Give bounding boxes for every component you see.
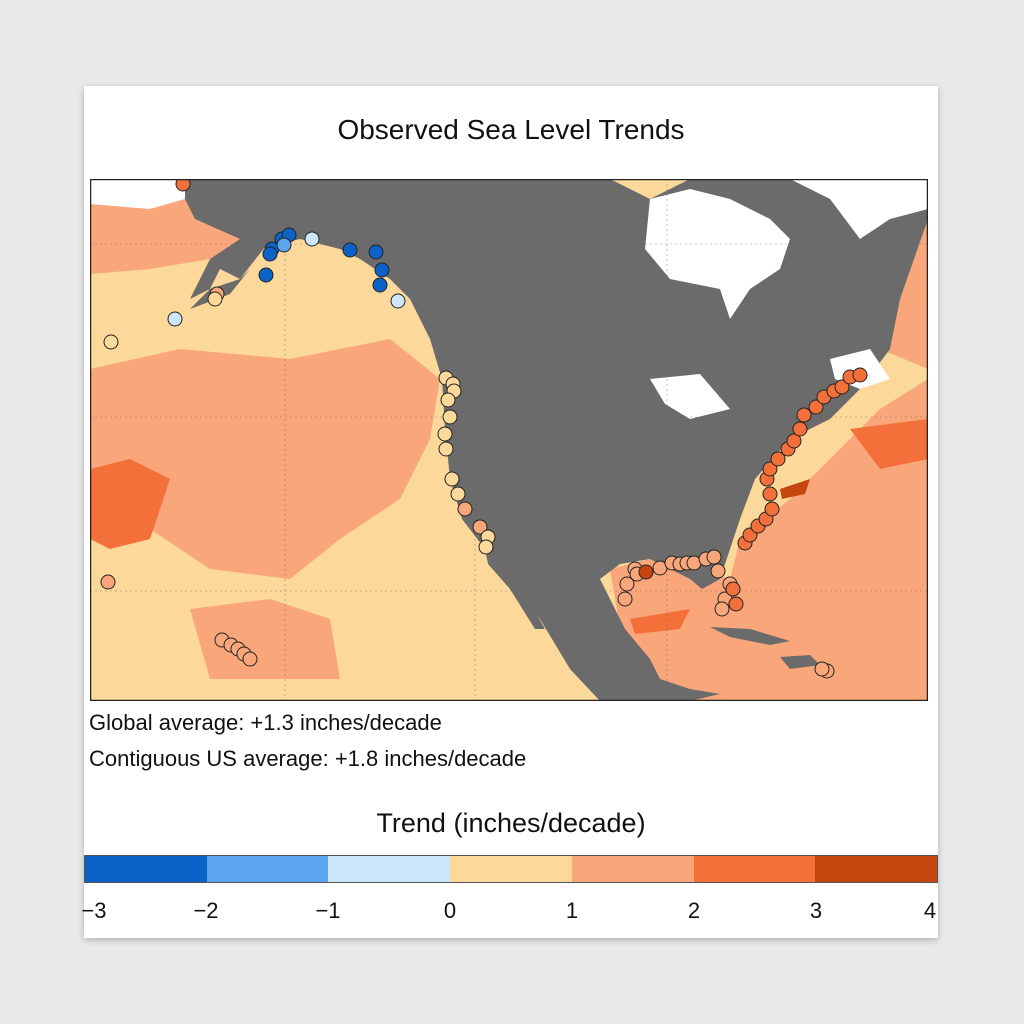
tide-gauge-station <box>438 441 454 457</box>
tide-gauge-station <box>762 461 778 477</box>
map-canvas <box>90 179 928 701</box>
colorbar-swatch <box>815 856 938 882</box>
tide-gauge-station <box>714 601 730 617</box>
tide-gauge-station <box>175 179 191 192</box>
tide-gauge-station <box>276 237 292 253</box>
land-hispaniola <box>780 655 820 669</box>
colorbar-tick-label: 0 <box>443 898 457 923</box>
tide-gauge-station <box>103 334 119 350</box>
tide-gauge-station <box>617 591 633 607</box>
colorbar-tick-label: −2 <box>193 898 219 923</box>
tide-gauge-station <box>374 262 390 278</box>
tide-gauge-station <box>764 501 780 517</box>
land-north-america <box>185 179 928 701</box>
tide-gauge-station <box>796 407 812 423</box>
colorbar-ticks: −3 −2 −1 0 1 2 3 4 <box>81 898 938 928</box>
land-cuba <box>710 627 790 645</box>
tide-gauge-station <box>368 244 384 260</box>
ocean-trend-1-2-pacific-south <box>190 599 340 679</box>
tide-gauge-station <box>242 651 258 667</box>
ocean-trend-2-3-atlantic <box>850 419 928 469</box>
colorbar-swatch <box>206 856 329 882</box>
ocean-trend-1-2-pacific-mid <box>90 339 440 579</box>
tide-gauge-station <box>372 277 388 293</box>
colorbar-tick-label: 1 <box>565 898 579 923</box>
map-title: Observed Sea Level Trends <box>337 114 685 145</box>
tide-gauge-station <box>710 563 726 579</box>
tide-gauge-station <box>478 539 494 555</box>
tide-gauge-station <box>457 501 473 517</box>
tide-gauge-station <box>444 471 460 487</box>
tide-gauge-station <box>442 409 458 425</box>
colorbar-tick-label: −1 <box>315 898 341 923</box>
ice-hudson-bay <box>645 189 790 319</box>
tide-gauge-station <box>390 293 406 309</box>
tide-gauge-station <box>786 433 802 449</box>
tide-gauge-station <box>167 311 183 327</box>
legend-title: Trend (inches/decade) <box>376 808 646 838</box>
tide-gauge-station <box>258 267 274 283</box>
tide-gauge-station <box>834 379 850 395</box>
tide-gauge-station <box>450 486 466 502</box>
colorbar-swatch <box>85 856 207 882</box>
tide-gauge-station <box>792 421 808 437</box>
ice-arctic-left <box>90 179 185 209</box>
tide-gauge-station <box>808 399 824 415</box>
colorbar-tick-label: 3 <box>809 898 823 923</box>
colorbar-swatch <box>328 856 451 882</box>
colorbar-tick-label: 2 <box>687 898 701 923</box>
tide-gauge-station <box>100 574 116 590</box>
ice-arctic-right <box>790 179 928 239</box>
tide-gauge-station <box>770 451 786 467</box>
sea-level-map <box>90 179 928 701</box>
tide-gauge-station <box>437 426 453 442</box>
trend-colorbar <box>84 855 938 883</box>
colorbar-tick-label: −3 <box>81 898 107 923</box>
tide-gauge-station <box>207 291 223 307</box>
tide-gauge-station <box>638 564 654 580</box>
ocean-trend-1-2-gulf-atlantic <box>610 379 928 701</box>
colorbar-tick-label: 4 <box>923 898 937 923</box>
colorbar-swatch <box>693 856 816 882</box>
us-average-note: Contiguous US average: +1.8 inches/decad… <box>89 746 527 771</box>
global-average-note: Global average: +1.3 inches/decade <box>89 710 442 735</box>
tide-gauge-station <box>262 246 278 262</box>
tide-gauge-station <box>619 576 635 592</box>
tide-gauge-station <box>706 549 722 565</box>
colorbar-swatch <box>571 856 694 882</box>
ocean-trend-3-4-gulfstream <box>780 479 810 499</box>
map-frame <box>90 179 928 701</box>
tide-gauge-station <box>762 486 778 502</box>
tide-gauge-station <box>728 596 744 612</box>
ocean-trend-2-3-gulf <box>630 609 690 634</box>
figure-card: Observed Sea Level Trends <box>81 86 938 938</box>
colorbar-swatch <box>450 856 572 882</box>
ocean-trend-2-3-pacific <box>90 459 170 549</box>
tide-gauge-station <box>440 392 456 408</box>
tide-gauge-station <box>725 581 741 597</box>
tide-gauge-station <box>304 231 320 247</box>
tide-gauge-station <box>472 519 488 535</box>
tide-gauge-station <box>814 661 830 677</box>
land-baja <box>485 549 545 629</box>
great-lakes <box>650 374 730 419</box>
tide-gauge-station <box>852 367 868 383</box>
tide-gauge-station <box>342 242 358 258</box>
